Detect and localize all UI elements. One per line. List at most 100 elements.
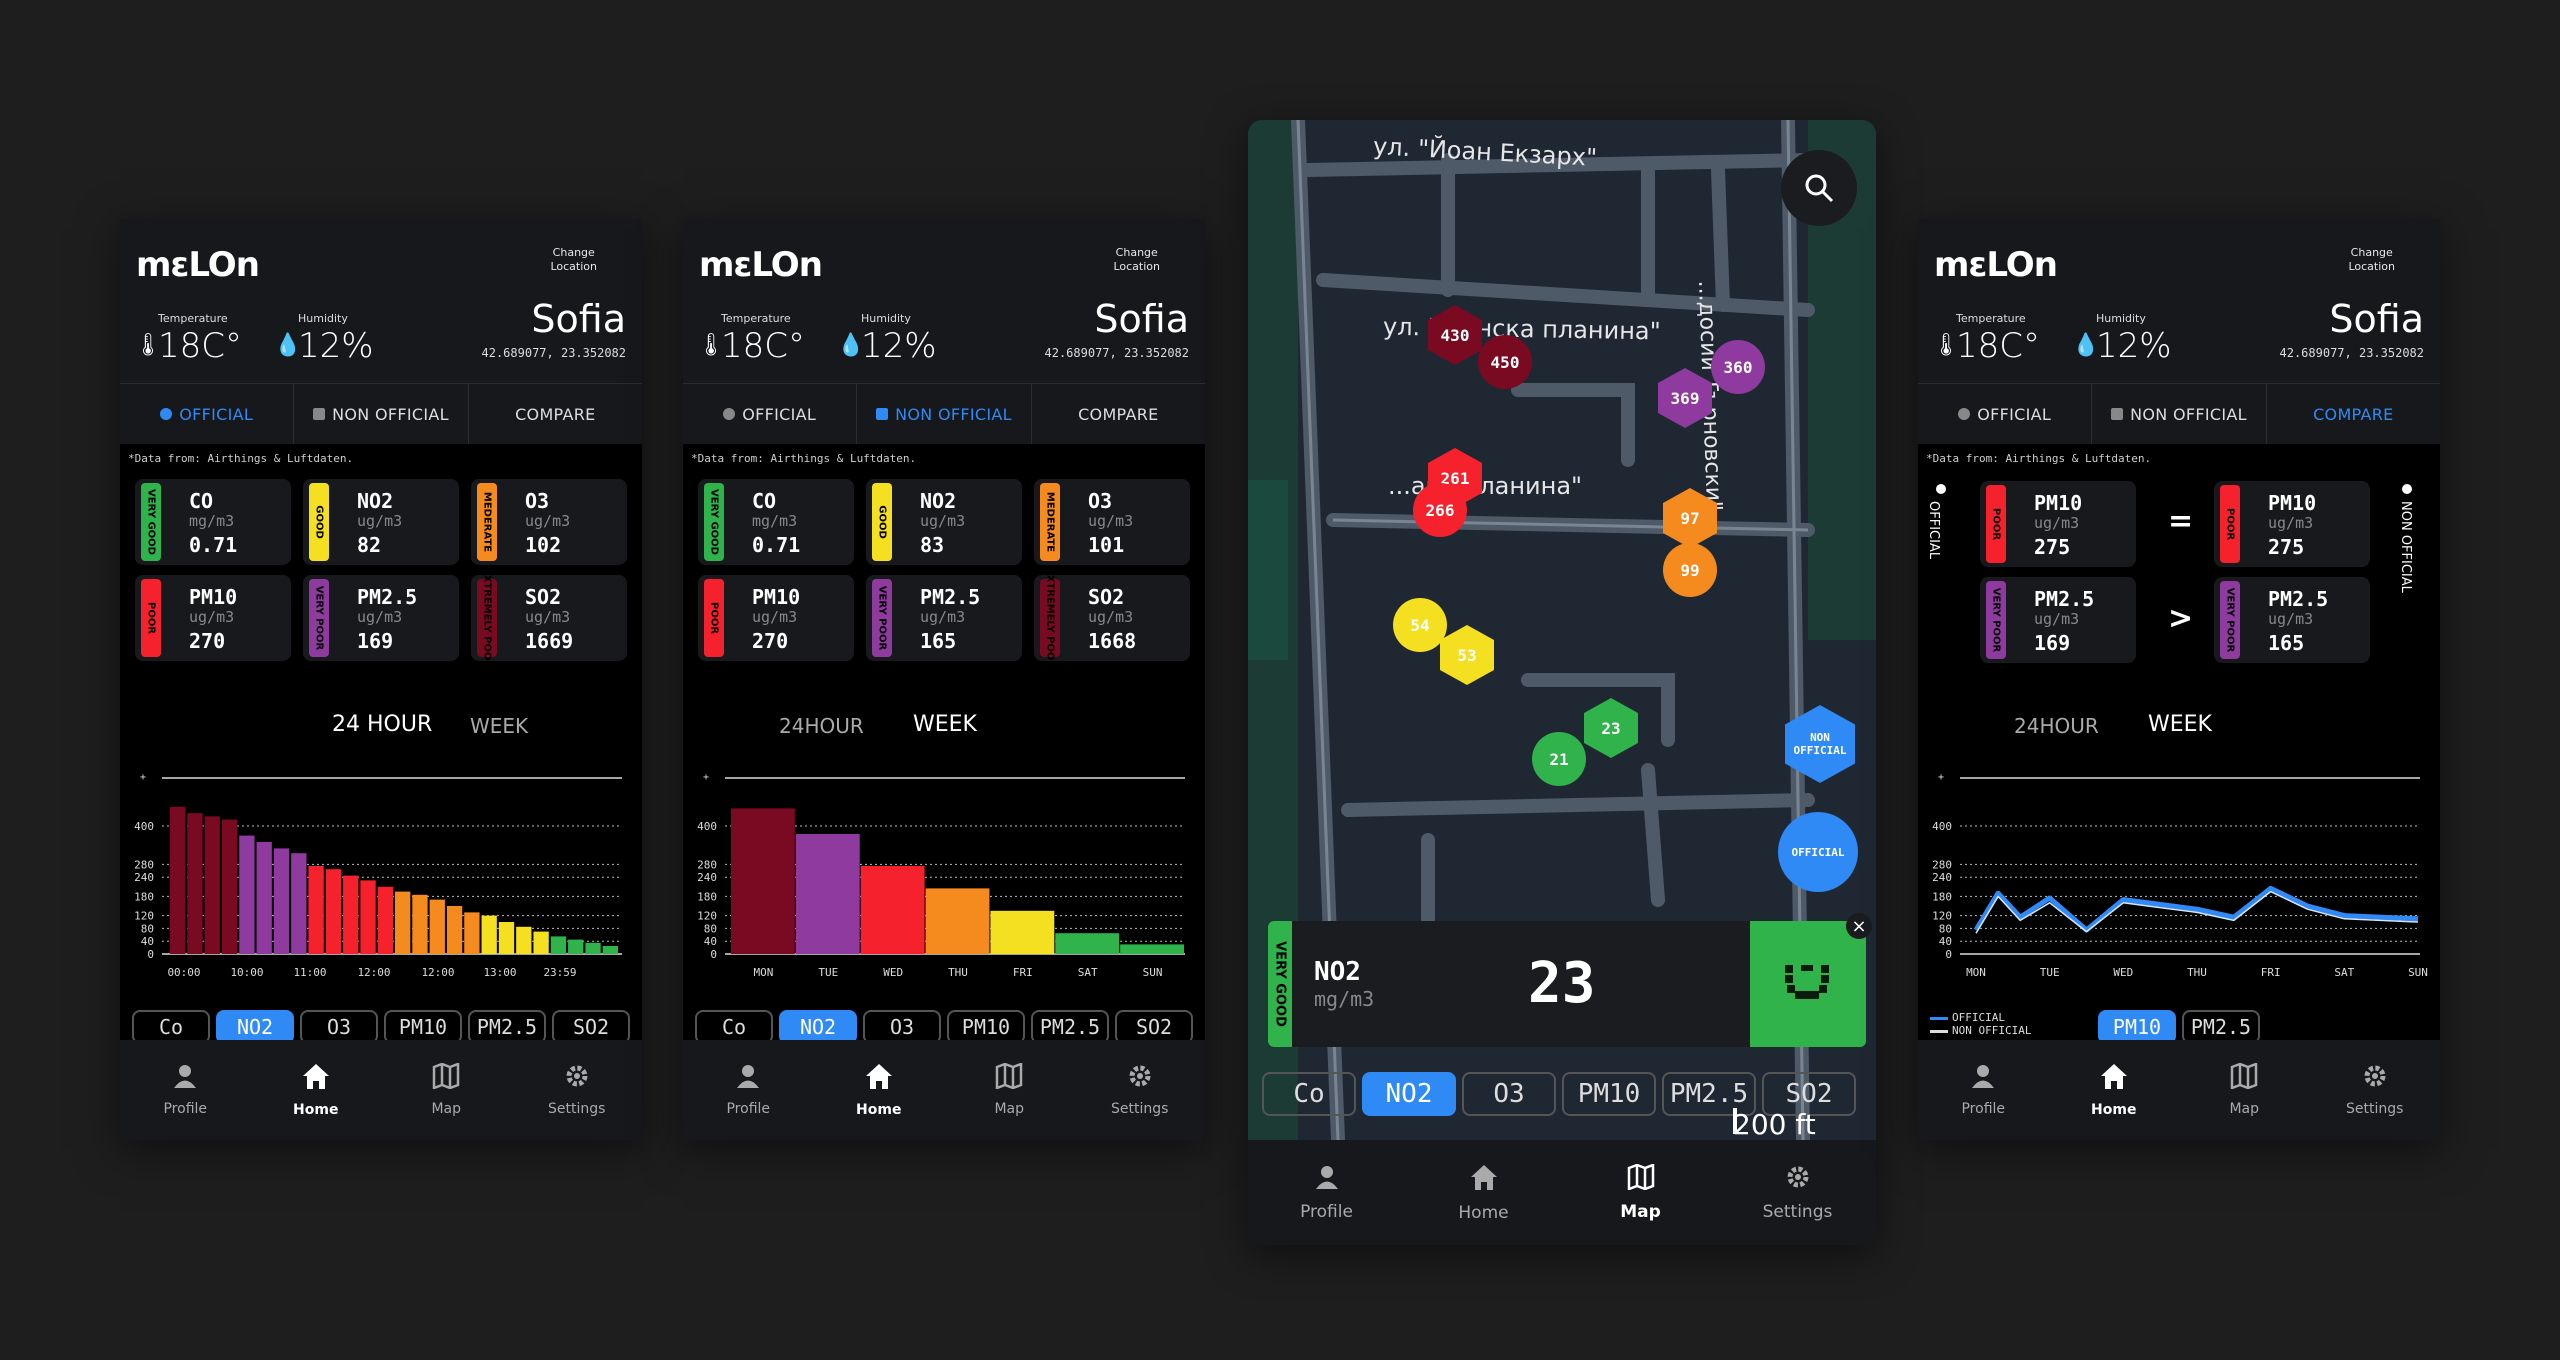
nav-home[interactable]: Home (251, 1040, 382, 1140)
compare-card[interactable]: VERY POOR PM2.5 ug/m3 169 (1980, 577, 2136, 663)
pill-pm25[interactable]: PM2.5 (468, 1010, 546, 1044)
map-marker[interactable]: 97 (1663, 488, 1717, 548)
pollutant-card[interactable]: VERY GOOD CO mg/m3 0.71 (135, 479, 291, 565)
nav-profile[interactable]: Profile (1918, 1040, 2049, 1140)
tab-official[interactable]: OFFICIAL (1918, 384, 2093, 444)
map-marker[interactable]: 369 (1658, 368, 1712, 428)
map-marker[interactable]: 261 (1428, 448, 1482, 508)
pollutant-card[interactable]: MEDERATE O3 ug/m3 101 (1034, 479, 1190, 565)
nav-profile[interactable]: Profile (120, 1040, 251, 1140)
pill-no2[interactable]: NO2 (1362, 1072, 1456, 1116)
pollutant-popup[interactable]: VERY GOOD NO2 mg/m3 23 (1268, 921, 1866, 1047)
nav-settings[interactable]: Settings (1719, 1140, 1876, 1245)
range-week[interactable]: WEEK (470, 714, 529, 738)
pill-no2[interactable]: NO2 (216, 1010, 294, 1044)
profile-icon (1314, 1164, 1340, 1196)
tab-non-official[interactable]: NON OFFICIAL (857, 384, 1032, 444)
pollutant-card[interactable]: VERY GOOD CO mg/m3 0.71 (698, 479, 854, 565)
pill-pm25[interactable]: PM2.5 (1662, 1072, 1756, 1116)
x-tick-label: MON (1966, 966, 1986, 979)
tab-non-official[interactable]: NON OFFICIAL (294, 384, 469, 444)
pill-co[interactable]: Co (132, 1010, 210, 1044)
change-location-link[interactable]: Change Location (550, 246, 597, 273)
pollutant-name: CO (189, 489, 214, 513)
pill-pm25[interactable]: PM2.5 (2182, 1010, 2260, 1044)
nav-home[interactable]: Home (2049, 1040, 2180, 1140)
pill-pm25[interactable]: PM2.5 (1031, 1010, 1109, 1044)
range-24hour[interactable]: 24HOUR (2014, 714, 2099, 738)
pill-pm10[interactable]: PM10 (2098, 1010, 2176, 1044)
nav-label: Profile (726, 1101, 771, 1117)
pollutant-card[interactable]: POOR PM10 ug/m3 270 (135, 575, 291, 661)
nav-home[interactable]: Home (814, 1040, 945, 1140)
map-marker[interactable]: 360 (1711, 340, 1765, 394)
pill-pm10[interactable]: PM10 (384, 1010, 462, 1044)
pill-pm10[interactable]: PM10 (1562, 1072, 1656, 1116)
compare-card[interactable]: POOR PM10 ug/m3 275 (2214, 481, 2370, 567)
thermometer-icon: 🌡 (697, 333, 725, 358)
nav-map[interactable]: Map (2179, 1040, 2310, 1140)
home-icon (1469, 1163, 1499, 1197)
pollutant-card[interactable]: EXTREMELY POOR SO2 ug/m3 1668 (1034, 575, 1190, 661)
nav-map[interactable]: Map (381, 1040, 512, 1140)
nav-label: Profile (163, 1101, 208, 1117)
pollutant-card[interactable]: MEDERATE O3 ug/m3 102 (471, 479, 627, 565)
pill-o3[interactable]: O3 (863, 1010, 941, 1044)
settings-icon (1785, 1164, 1811, 1196)
range-24hour[interactable]: 24HOUR (779, 714, 864, 738)
pollutant-pills: Co NO2 O3 PM10 PM2.5 SO2 (1262, 1072, 1856, 1116)
tab-compare[interactable]: COMPARE (1078, 404, 1159, 424)
pill-o3[interactable]: O3 (300, 1010, 378, 1044)
pill-so2[interactable]: SO2 (1115, 1010, 1193, 1044)
pollutant-name: PM10 (189, 585, 238, 609)
range-24hour[interactable]: 24 HOUR (332, 712, 433, 737)
official-legend-marker[interactable]: OFFICIAL (1778, 812, 1858, 892)
nav-settings[interactable]: Settings (2310, 1040, 2441, 1140)
map-marker[interactable]: 99 (1663, 543, 1717, 597)
map-marker[interactable]: 54 (1393, 598, 1447, 652)
map-marker[interactable]: 266 (1413, 483, 1467, 537)
nav-settings[interactable]: Settings (1075, 1040, 1206, 1140)
coordinates: 42.689077, 23.352082 (481, 346, 627, 360)
pill-co[interactable]: Co (695, 1010, 773, 1044)
map-marker[interactable]: 450 (1478, 335, 1532, 389)
map-marker[interactable]: 430 (1428, 305, 1482, 365)
tab-non-official[interactable]: NON OFFICIAL (2092, 384, 2267, 444)
tab-official[interactable]: OFFICIAL (120, 384, 295, 444)
nav-map[interactable]: Map (944, 1040, 1075, 1140)
pill-so2[interactable]: SO2 (552, 1010, 630, 1044)
nav-home[interactable]: Home (1405, 1140, 1562, 1245)
pollutant-name: NO2 (920, 489, 957, 513)
pollutant-card[interactable]: EXTREMELY POOR SO2 ug/m3 1669 (471, 575, 627, 661)
compare-card[interactable]: VERY POOR PM2.5 ug/m3 165 (2214, 577, 2370, 663)
pill-no2[interactable]: NO2 (779, 1010, 857, 1044)
nav-profile[interactable]: Profile (683, 1040, 814, 1140)
pollutant-card[interactable]: GOOD NO2 ug/m3 83 (866, 479, 1022, 565)
compare-card[interactable]: POOR PM10 ug/m3 275 (1980, 481, 2136, 567)
pollutant-card[interactable]: VERY POOR PM2.5 ug/m3 165 (866, 575, 1022, 661)
tab-compare[interactable]: COMPARE (515, 404, 596, 424)
tab-compare[interactable]: COMPARE (2313, 404, 2394, 424)
pill-o3[interactable]: O3 (1462, 1072, 1556, 1116)
map-marker[interactable]: 23 (1584, 698, 1638, 758)
map-marker[interactable]: 21 (1532, 732, 1586, 786)
chart-bar (1055, 933, 1120, 954)
change-location-link[interactable]: Change Location (1113, 246, 1160, 273)
pill-pm10[interactable]: PM10 (947, 1010, 1025, 1044)
pollutant-card[interactable]: VERY POOR PM2.5 ug/m3 169 (303, 575, 459, 661)
close-icon[interactable]: × (1846, 913, 1872, 939)
change-location-link[interactable]: Change Location (2348, 246, 2395, 273)
pollutant-card[interactable]: GOOD NO2 ug/m3 82 (303, 479, 459, 565)
map-marker[interactable]: 53 (1440, 625, 1494, 685)
range-week[interactable]: WEEK (913, 712, 977, 737)
nav-profile[interactable]: Profile (1248, 1140, 1405, 1245)
range-week[interactable]: WEEK (2148, 712, 2212, 737)
map-search-button[interactable] (1781, 150, 1857, 226)
nav-settings[interactable]: Settings (512, 1040, 643, 1140)
nav-map[interactable]: Map (1562, 1140, 1719, 1245)
tab-official[interactable]: OFFICIAL (683, 384, 858, 444)
map-canvas[interactable] (1248, 120, 1876, 1140)
pill-so2[interactable]: SO2 (1762, 1072, 1856, 1116)
pollutant-card[interactable]: POOR PM10 ug/m3 270 (698, 575, 854, 661)
pill-co[interactable]: Co (1262, 1072, 1356, 1116)
